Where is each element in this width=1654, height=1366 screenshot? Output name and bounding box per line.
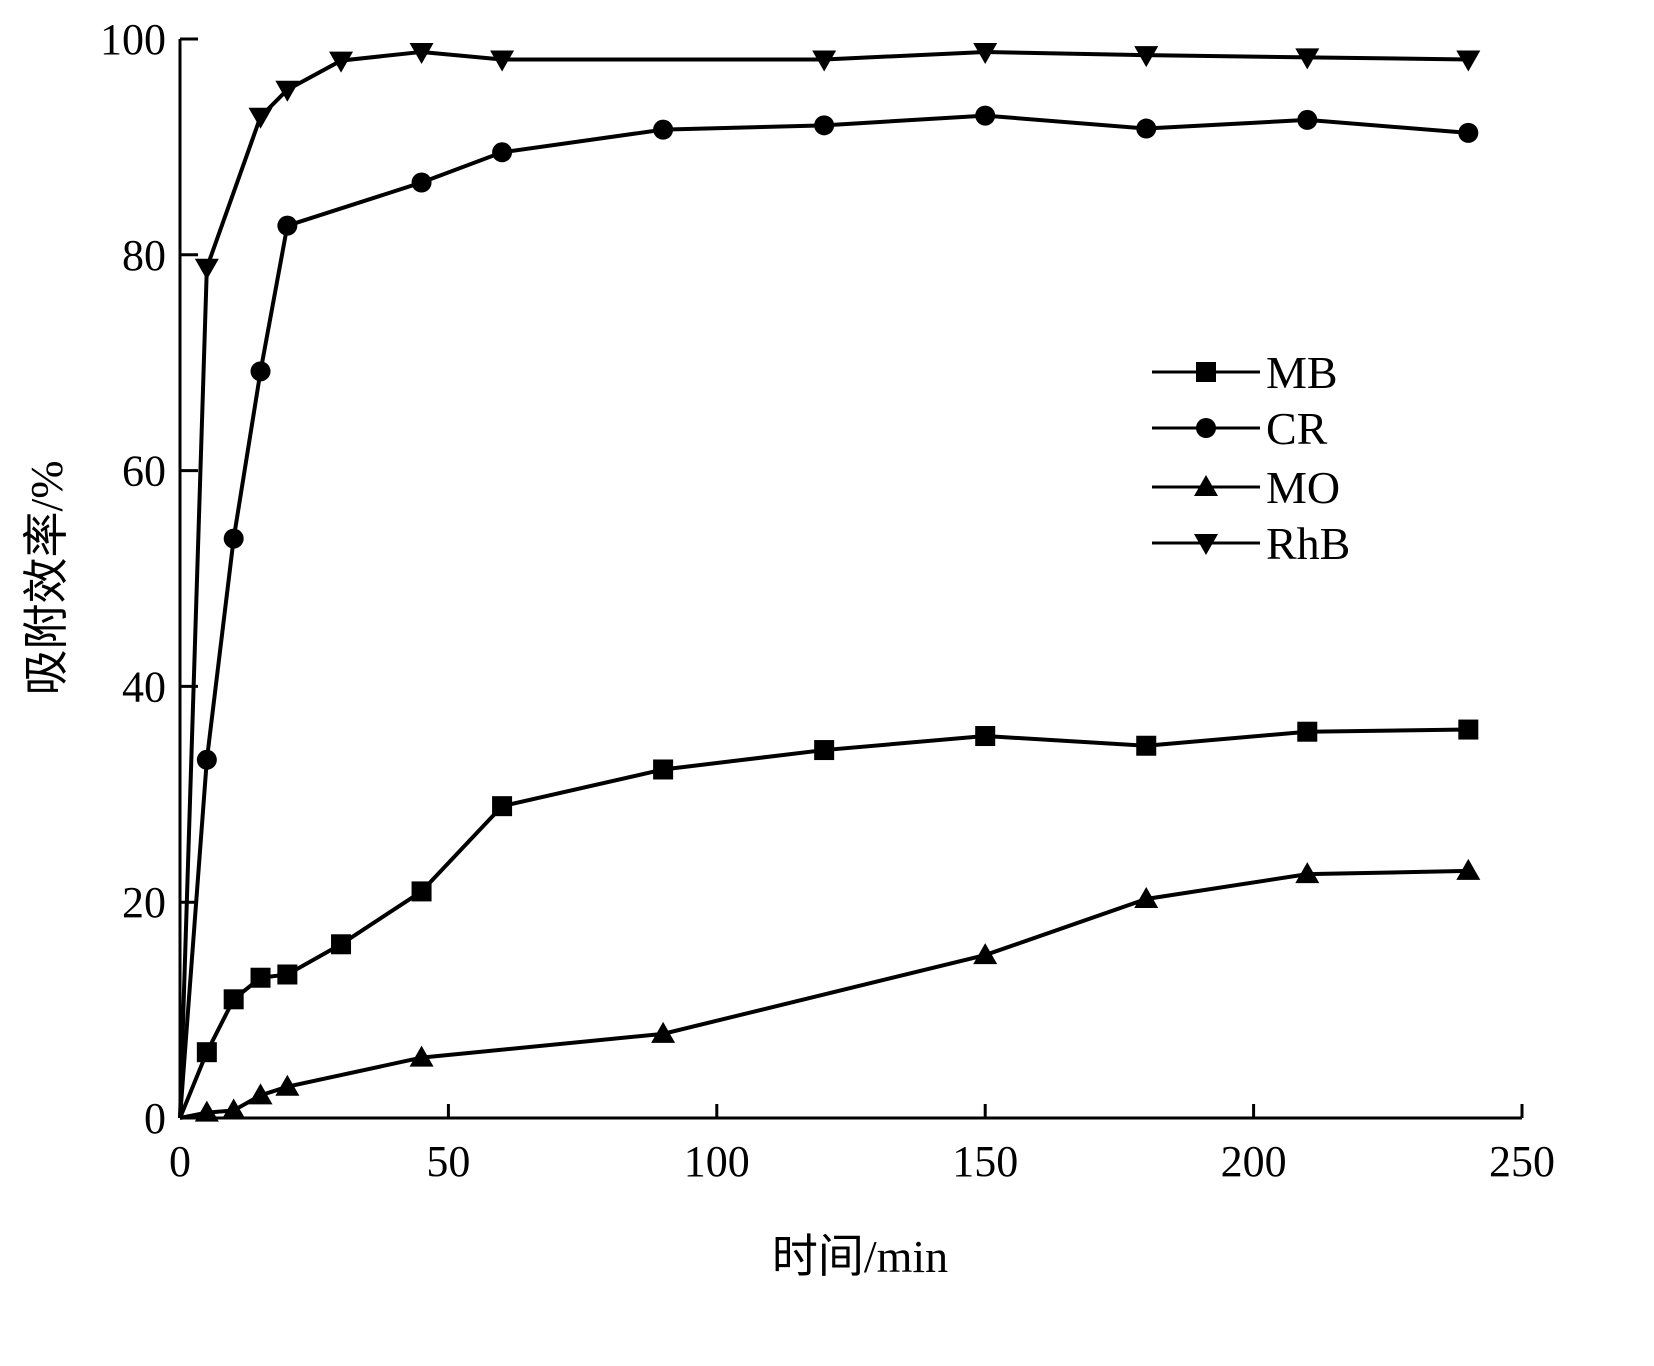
marker-square	[196, 1042, 217, 1063]
marker-circle	[975, 105, 996, 126]
marker-triangle-up	[1194, 475, 1218, 496]
series-line-mb	[178, 727, 1469, 1119]
marker-triangle-up	[1456, 858, 1481, 880]
marker-square	[653, 759, 674, 780]
marker-triangle-up	[1134, 886, 1159, 908]
marker-triangle-up	[409, 1045, 434, 1067]
marker-square	[277, 964, 298, 985]
marker-triangle-up	[1295, 862, 1320, 884]
series-layer	[178, 42, 1481, 1122]
marker-square	[814, 740, 835, 761]
legend-label: MO	[1266, 462, 1340, 513]
marker-circle	[1458, 122, 1479, 143]
axes: 0 50 100 150 200 250 0 20 40 60 80 100	[100, 15, 1555, 1186]
marker-triangle-down	[1295, 48, 1320, 70]
x-tick-label: 150	[952, 1137, 1018, 1186]
marker-circle	[1297, 109, 1318, 130]
marker-circle	[653, 119, 674, 140]
marker-circle	[196, 749, 217, 770]
marker-square	[250, 967, 271, 988]
series-mo	[179, 858, 1481, 1122]
marker-square	[1196, 362, 1216, 382]
x-axis-label: 时间/min	[772, 1231, 948, 1282]
marker-triangle-up	[194, 1100, 219, 1122]
legend-label: MB	[1266, 347, 1338, 398]
marker-triangle-up	[651, 1021, 676, 1043]
legend-item-cr: CR	[1152, 403, 1328, 454]
series-cr	[178, 105, 1479, 1119]
y-tick-label: 20	[122, 878, 166, 927]
x-tick-label: 50	[426, 1137, 470, 1186]
legend-label: CR	[1266, 403, 1328, 454]
marker-circle	[277, 215, 298, 236]
marker-circle	[1136, 118, 1157, 139]
marker-triangle-down	[329, 51, 354, 73]
marker-triangle-down	[275, 80, 300, 102]
x-tick-label: 200	[1221, 1137, 1287, 1186]
marker-triangle-up	[221, 1098, 246, 1120]
marker-circle	[1196, 418, 1216, 438]
legend-item-mo: MO	[1152, 462, 1340, 513]
legend-label: RhB	[1266, 518, 1350, 569]
marker-circle	[250, 361, 271, 382]
y-tick-label: 0	[144, 1094, 166, 1143]
marker-square	[1136, 735, 1157, 756]
marker-triangle-down	[490, 50, 515, 72]
marker-triangle-up	[275, 1074, 300, 1096]
marker-circle	[814, 115, 835, 136]
marker-triangle-down	[1134, 46, 1159, 68]
marker-triangle-down	[973, 42, 998, 64]
marker-square	[331, 934, 352, 955]
legend-item-rhb: RhB	[1152, 518, 1350, 569]
y-axis-label: 吸附效率/%	[21, 460, 72, 695]
marker-triangle-down	[248, 107, 273, 129]
marker-triangle-up	[248, 1083, 273, 1105]
y-tick-label: 60	[122, 447, 166, 496]
marker-circle	[223, 528, 244, 549]
marker-triangle-down	[409, 42, 434, 64]
marker-square	[1297, 721, 1318, 742]
marker-triangle-down	[1456, 50, 1481, 72]
series-rhb	[178, 42, 1481, 1119]
y-tick-label: 40	[122, 662, 166, 711]
series-line-rhb	[178, 49, 1469, 1119]
x-tick-label: 100	[684, 1137, 750, 1186]
x-tick-label: 250	[1489, 1137, 1555, 1186]
legend-item-mb: MB	[1152, 347, 1338, 398]
marker-square	[492, 796, 513, 817]
series-line-cr	[178, 113, 1469, 1119]
marker-square	[223, 989, 244, 1010]
x-tick-label: 0	[169, 1137, 191, 1186]
marker-triangle-down	[1194, 534, 1218, 555]
marker-circle	[492, 142, 513, 163]
marker-circle	[411, 172, 432, 193]
y-tick-label: 100	[100, 15, 166, 64]
marker-square	[411, 881, 432, 902]
marker-triangle-down	[194, 258, 219, 280]
marker-triangle-up	[973, 943, 998, 965]
y-tick-label: 80	[122, 231, 166, 280]
series-mb	[178, 719, 1479, 1119]
marker-triangle-down	[812, 50, 837, 72]
series-line-mo	[179, 868, 1469, 1120]
marker-square	[1458, 719, 1479, 740]
marker-square	[975, 726, 996, 747]
